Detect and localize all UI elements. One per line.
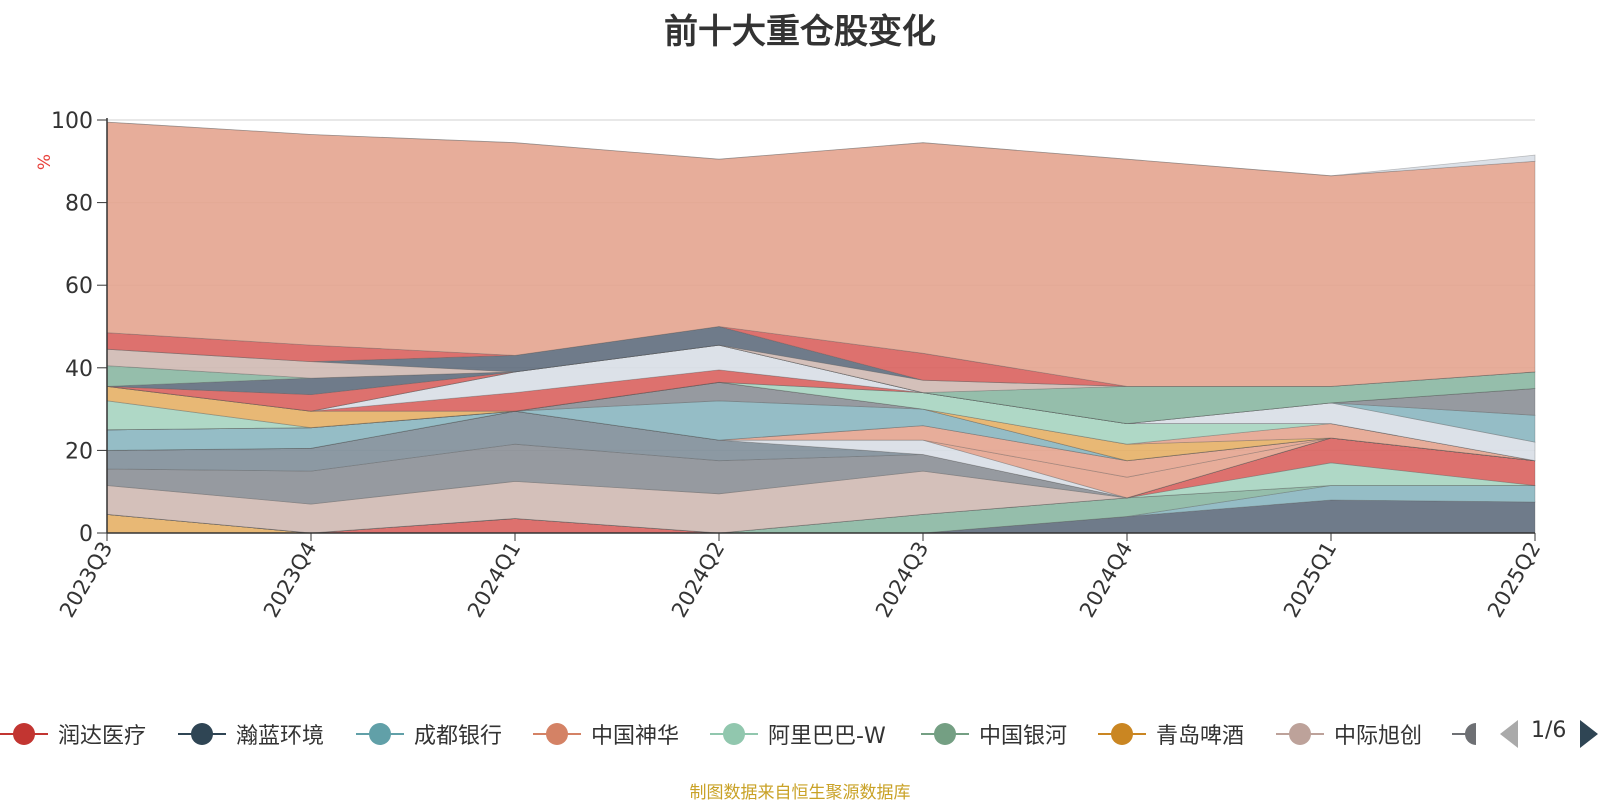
y-tick-label: 20: [65, 439, 93, 464]
x-tick-label: 2024Q3: [871, 538, 933, 622]
x-tick-label: 2024Q2: [667, 538, 729, 622]
x-tick-label: 2024Q4: [1075, 538, 1137, 622]
y-tick-label: 60: [65, 274, 93, 299]
legend: 润达医疗 瀚蓝环境 成都银行 中国神华 阿里巴巴-W 中国银河 青岛啤酒 中际旭创: [0, 714, 1600, 754]
legend-label: 阿里巴巴-W: [768, 724, 886, 749]
legend-marker-icon: [1452, 722, 1500, 746]
y-tick-label: 40: [65, 357, 93, 382]
legend-marker-icon: [710, 723, 758, 745]
chart-title: 前十大重仓股变化: [664, 12, 936, 52]
y-tick-label: 80: [65, 192, 93, 217]
series-area-31: [106, 121, 1536, 387]
x-tick-label: 2025Q1: [1279, 538, 1341, 622]
legend-marker-icon: [0, 723, 48, 745]
legend-label: 中国神华: [591, 724, 680, 749]
legend-label: 中际旭创: [1334, 724, 1423, 749]
y-axis-unit: %: [35, 154, 55, 170]
legend-label: 成都银行: [414, 724, 503, 749]
x-tick-label: 2023Q4: [259, 538, 321, 622]
x-tick-label: 2025Q2: [1483, 538, 1545, 622]
legend-label: 瀚蓝环境: [236, 724, 325, 749]
legend-prev-icon[interactable]: [1498, 718, 1520, 750]
legend-marker-icon: [921, 723, 969, 745]
y-tick-label: 0: [79, 522, 93, 547]
legend-marker-icon: [533, 723, 581, 745]
y-tick-label: 100: [51, 109, 93, 134]
legend-label: 中国银河: [979, 724, 1068, 749]
x-tick-label: 2023Q3: [55, 538, 117, 622]
legend-marker-icon: [178, 723, 226, 745]
legend-page-indicator: 1/6: [1531, 718, 1567, 743]
source-note: 制图数据来自恒生聚源数据库: [689, 783, 911, 803]
legend-marker-icon: [1276, 723, 1324, 745]
legend-label: 青岛啤酒: [1156, 724, 1245, 749]
series-area-32: [106, 121, 1536, 177]
legend-label: 润达医疗: [58, 724, 147, 749]
legend-next-icon[interactable]: [1578, 718, 1600, 750]
legend-marker-icon: [356, 723, 404, 745]
x-tick-label: 2024Q1: [463, 538, 525, 622]
legend-marker-icon: [1098, 723, 1146, 745]
stacked-areas: [106, 121, 1536, 534]
